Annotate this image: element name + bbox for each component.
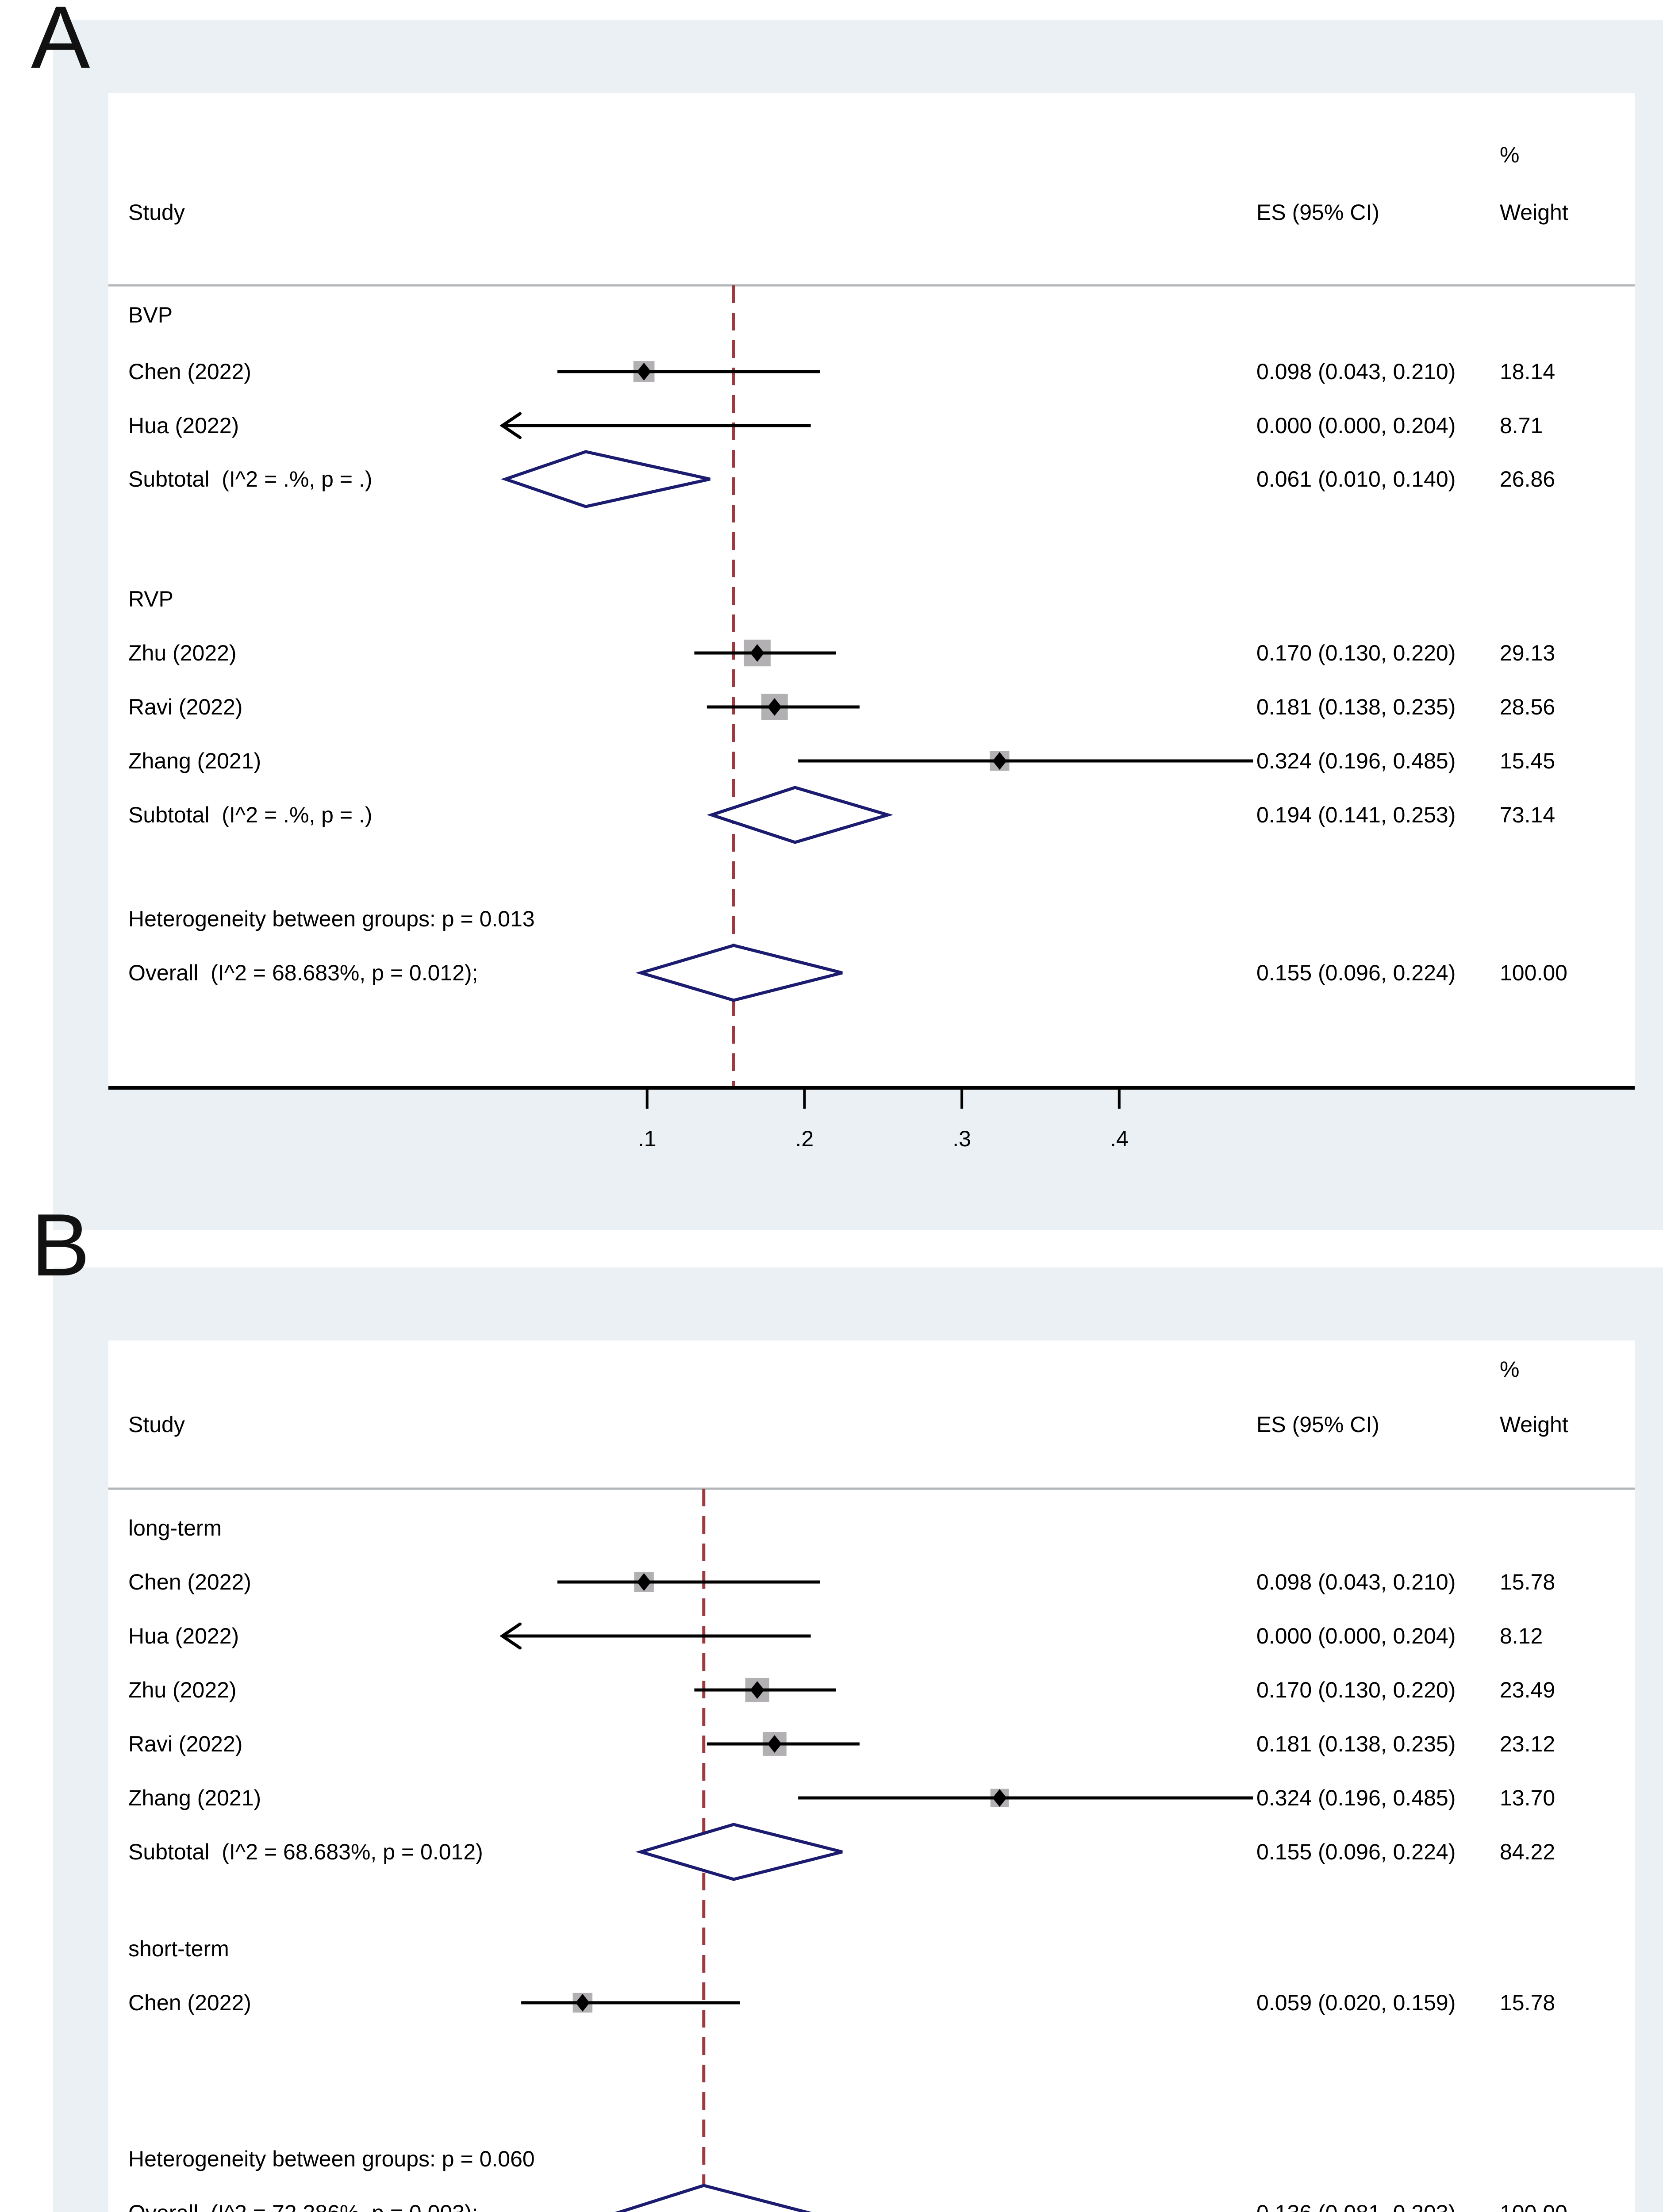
panel-a-label: A — [31, 0, 90, 87]
study-label: Chen (2022) — [128, 359, 251, 384]
weight-value: 73.14 — [1500, 803, 1555, 827]
weight-value: 29.13 — [1500, 641, 1555, 665]
es-value: 0.170 (0.130, 0.220) — [1256, 641, 1456, 665]
es-value: 0.170 (0.130, 0.220) — [1256, 1678, 1456, 1702]
column-header-percent-a: % — [1500, 142, 1520, 167]
column-header-es-a: ES (95% CI) — [1256, 200, 1379, 225]
group-label-a: BVP — [128, 303, 173, 327]
es-value: 0.181 (0.138, 0.235) — [1256, 695, 1456, 719]
study-label: Zhu (2022) — [128, 1678, 237, 1702]
es-value: 0.098 (0.043, 0.210) — [1256, 359, 1456, 384]
group-label-a: RVP — [128, 587, 173, 611]
weight-value: 100.00 — [1500, 960, 1567, 985]
weight-value: 15.78 — [1500, 1990, 1555, 2015]
study-label: Zhu (2022) — [128, 641, 237, 665]
es-value: 0.324 (0.196, 0.485) — [1256, 749, 1456, 773]
subtotal-label: Subtotal (I^2 = .%, p = .) — [128, 467, 373, 492]
x-tick-label-a: .1 — [638, 1126, 657, 1151]
weight-value: 23.12 — [1500, 1732, 1555, 1756]
column-header-study-b: Study — [128, 1412, 185, 1437]
x-tick-label-a: .4 — [1110, 1126, 1129, 1151]
study-label: Chen (2022) — [128, 1990, 251, 2015]
x-tick-label-a: .2 — [795, 1126, 814, 1151]
group-label-b: long-term — [128, 1516, 222, 1540]
overall-label: Overall (I^2 = 68.683%, p = 0.012); — [128, 960, 478, 985]
weight-value: 100.00 — [1500, 2200, 1567, 2212]
group-label-b: short-term — [128, 1936, 229, 1961]
panel-b-label: B — [31, 1196, 90, 1294]
study-label: Chen (2022) — [128, 1570, 251, 1594]
es-value: 0.136 (0.081, 0.203) — [1256, 2200, 1456, 2212]
study-label: Ravi (2022) — [128, 1732, 243, 1756]
study-label: Hua (2022) — [128, 1624, 239, 1648]
x-tick-label-a: .3 — [952, 1126, 971, 1151]
heterogeneity-note-a: Heterogeneity between groups: p = 0.013 — [128, 906, 535, 931]
study-label: Zhang (2021) — [128, 749, 261, 773]
weight-value: 84.22 — [1500, 1839, 1555, 1864]
es-value: 0.324 (0.196, 0.485) — [1256, 1786, 1456, 1810]
column-header-percent-b: % — [1500, 1357, 1520, 1382]
es-value: 0.059 (0.020, 0.159) — [1256, 1990, 1456, 2015]
es-value: 0.155 (0.096, 0.224) — [1256, 1839, 1456, 1864]
column-header-weight-b: Weight — [1500, 1412, 1568, 1437]
study-label: Ravi (2022) — [128, 695, 243, 719]
column-header-es-b: ES (95% CI) — [1256, 1412, 1379, 1437]
column-header-weight-a: Weight — [1500, 200, 1568, 225]
es-value: 0.194 (0.141, 0.253) — [1256, 803, 1456, 827]
plot-area-a — [108, 93, 1635, 1088]
es-value: 0.181 (0.138, 0.235) — [1256, 1732, 1456, 1756]
study-label: Zhang (2021) — [128, 1786, 261, 1810]
weight-value: 15.78 — [1500, 1570, 1555, 1594]
es-value: 0.155 (0.096, 0.224) — [1256, 960, 1456, 985]
heterogeneity-note-b: Heterogeneity between groups: p = 0.060 — [128, 2147, 535, 2171]
subtotal-label: Subtotal (I^2 = 68.683%, p = 0.012) — [128, 1839, 483, 1864]
column-header-study-a: Study — [128, 200, 185, 225]
subtotal-label: Subtotal (I^2 = .%, p = .) — [128, 803, 373, 827]
es-value: 0.098 (0.043, 0.210) — [1256, 1570, 1456, 1594]
plot-area-b — [108, 1340, 1635, 2212]
weight-value: 13.70 — [1500, 1786, 1555, 1810]
weight-value: 15.45 — [1500, 749, 1555, 773]
weight-value: 18.14 — [1500, 359, 1555, 384]
es-value: 0.061 (0.010, 0.140) — [1256, 467, 1456, 492]
study-label: Hua (2022) — [128, 413, 239, 438]
weight-value: 8.71 — [1500, 413, 1543, 438]
weight-value: 8.12 — [1500, 1624, 1543, 1648]
weight-value: 23.49 — [1500, 1678, 1555, 1702]
es-value: 0.000 (0.000, 0.204) — [1256, 1624, 1456, 1648]
es-value: 0.000 (0.000, 0.204) — [1256, 413, 1456, 438]
weight-value: 28.56 — [1500, 695, 1555, 719]
weight-value: 26.86 — [1500, 467, 1555, 492]
overall-label: Overall (I^2 = 72.286%, p = 0.003); — [128, 2200, 478, 2212]
